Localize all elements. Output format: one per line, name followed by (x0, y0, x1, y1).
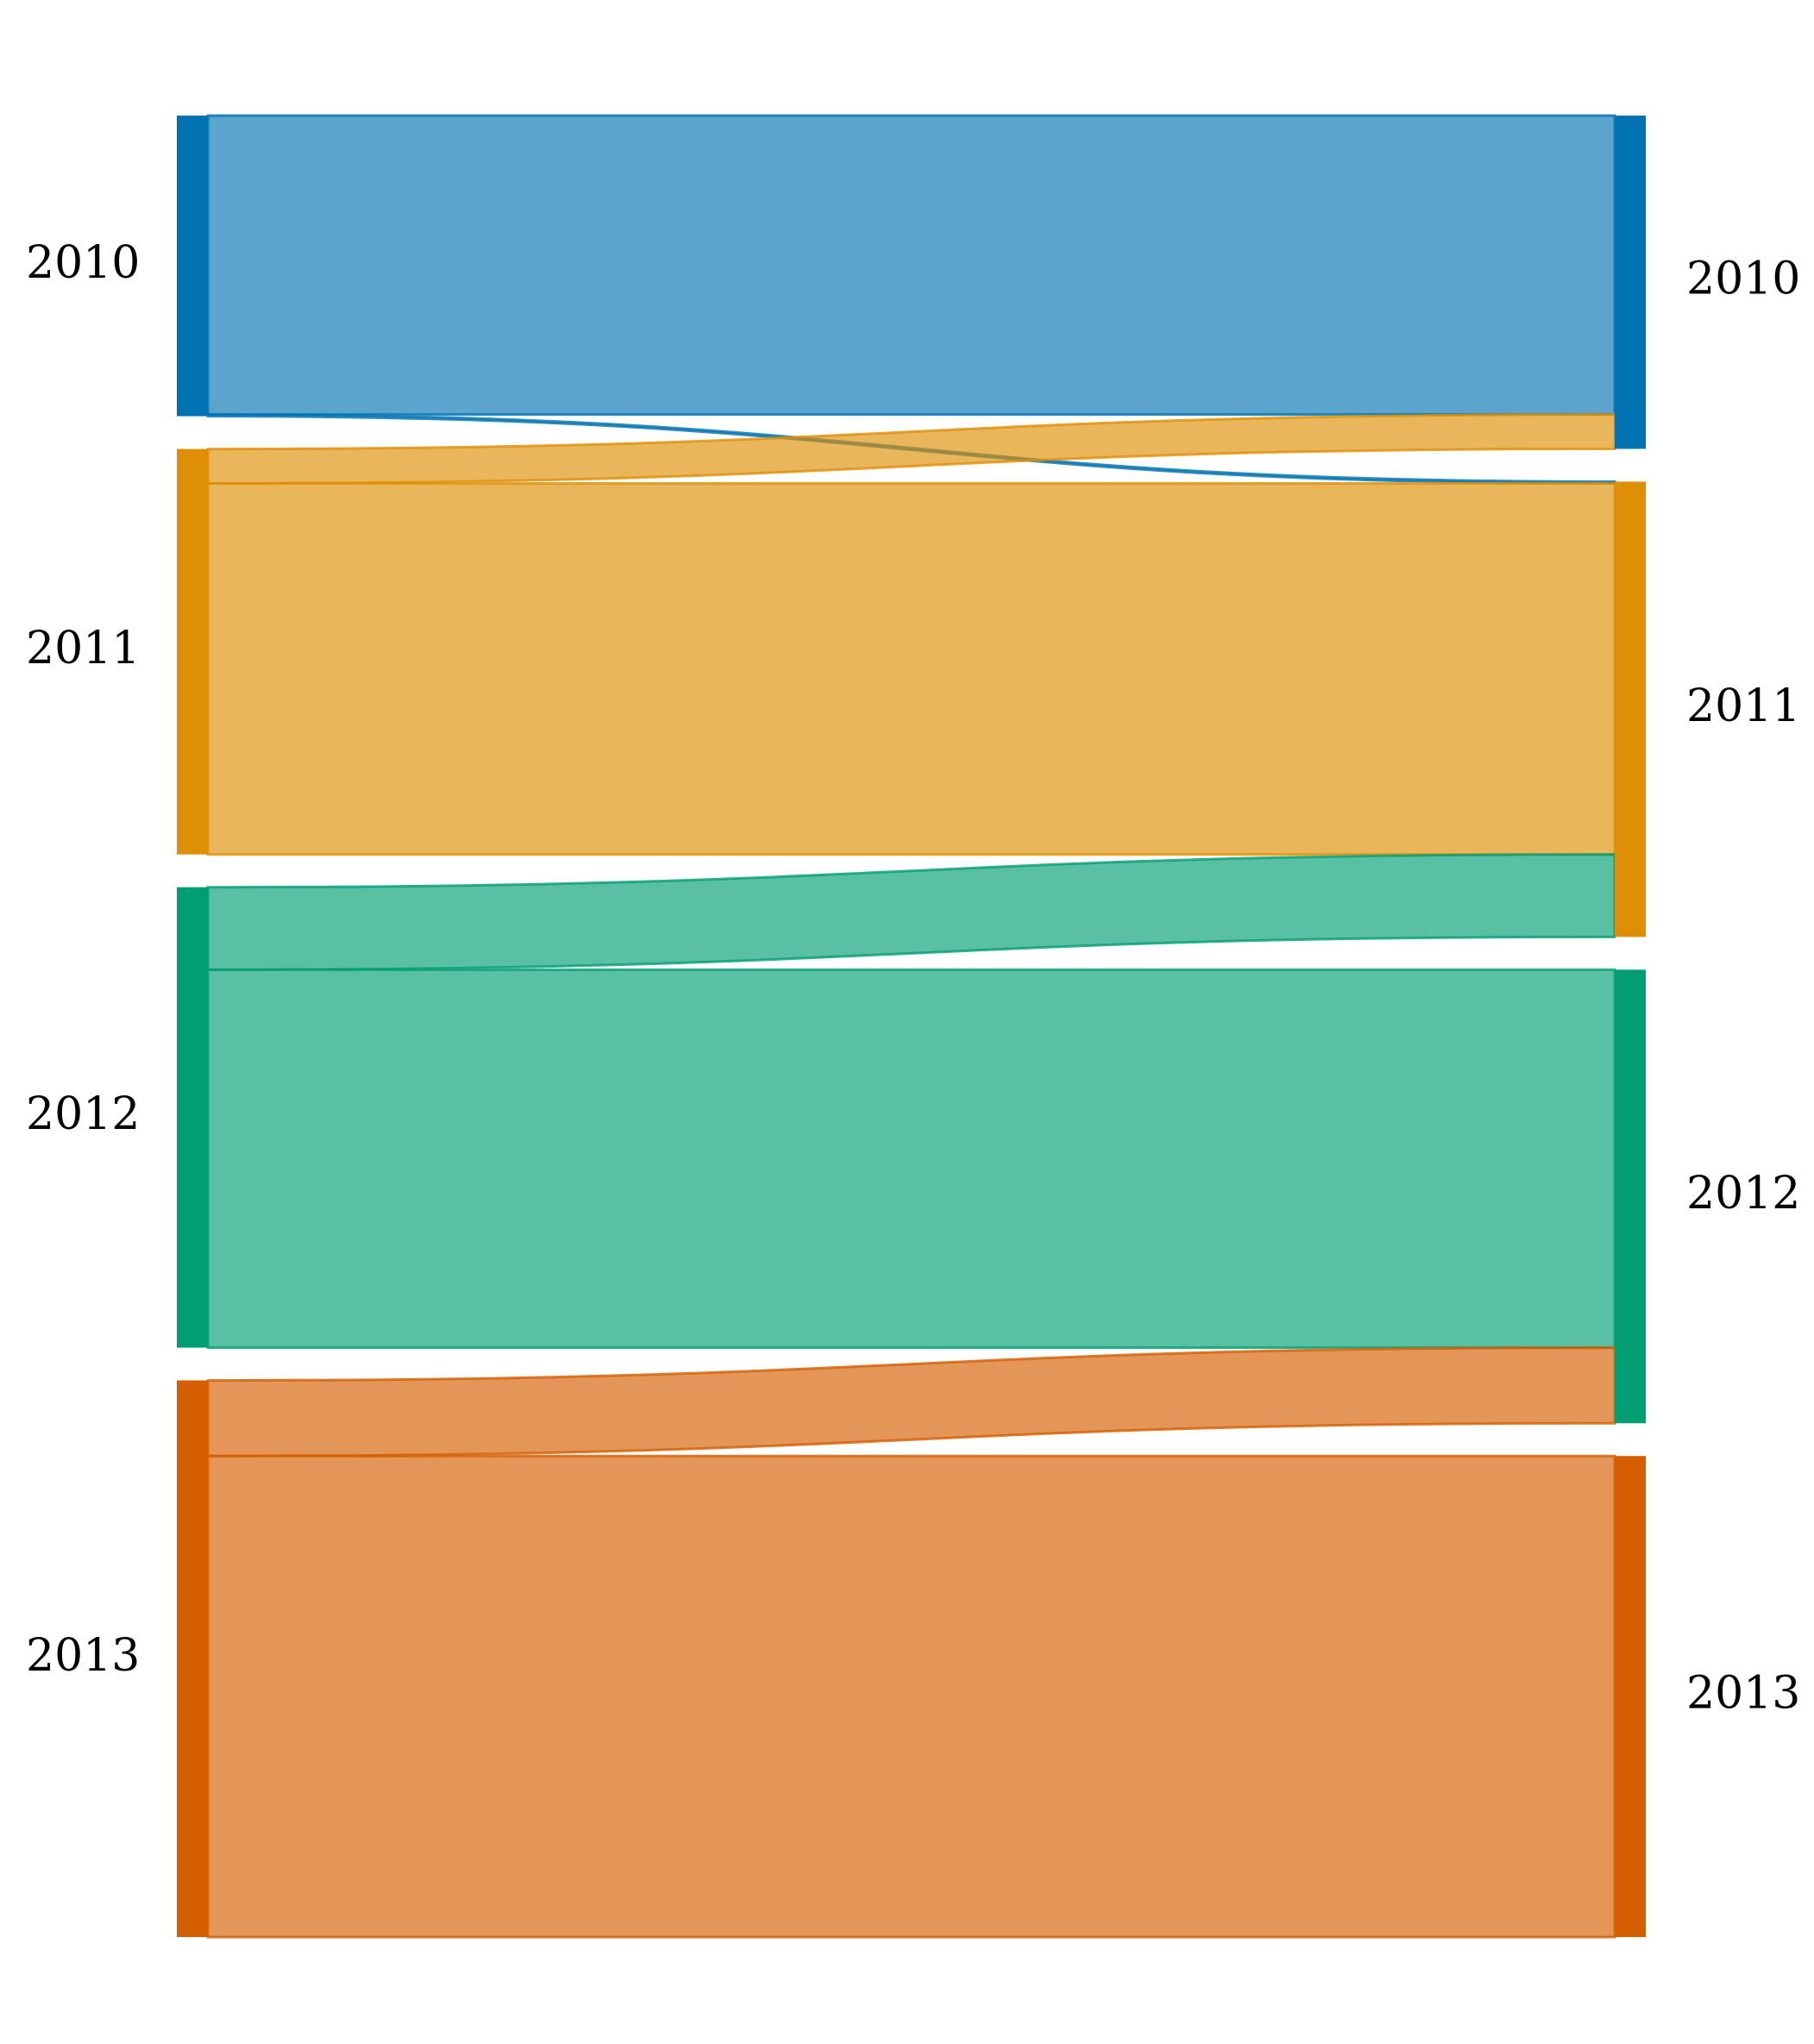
right-node-2012 (1615, 969, 1646, 1424)
right-node-label: 2011 (1686, 680, 1800, 732)
right-node-label: 2012 (1686, 1168, 1800, 1220)
left-node-label: 2013 (26, 1630, 140, 1682)
flow-2010-to-2010 (206, 114, 1616, 417)
right-node-label: 2010 (1686, 254, 1800, 305)
left-node-label: 2012 (26, 1088, 140, 1140)
left-node-2013 (177, 1380, 208, 1937)
right-node-2013 (1615, 1456, 1646, 1937)
flow-2011-to-2011 (206, 481, 1616, 856)
right-node-2010 (1615, 116, 1646, 449)
labels-layer: 2010 2011 2012 2013 2010 2011 2012 2013 (26, 237, 1800, 1720)
flow-2013-to-2013 (206, 1454, 1616, 1939)
left-node-label: 2011 (26, 623, 140, 674)
flow-2012-to-2012 (206, 968, 1616, 1350)
flows-layer (206, 114, 1616, 1939)
left-node-label: 2010 (26, 237, 140, 289)
right-node-label: 2013 (1686, 1668, 1800, 1720)
left-node-2012 (177, 887, 208, 1348)
left-node-2010 (177, 116, 208, 417)
left-node-2011 (177, 448, 208, 855)
flow-2012-to-2011 (206, 853, 1616, 971)
nodes-layer (177, 116, 1646, 1937)
flow-2011-to-2010 (206, 413, 1616, 485)
flow-2013-to-2012 (206, 1346, 1616, 1458)
right-node-2011 (1615, 481, 1646, 937)
